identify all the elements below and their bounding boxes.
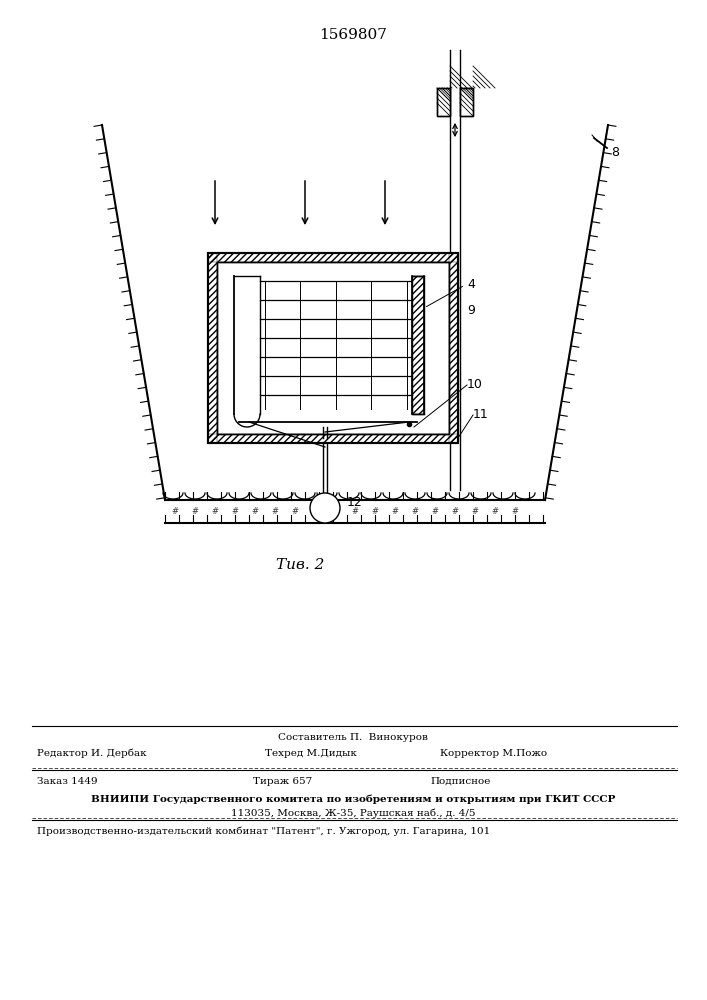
Text: Корректор М.Пожо: Корректор М.Пожо [440,749,547,758]
Text: #: # [511,506,518,516]
Text: #: # [271,506,279,516]
Text: #: # [392,506,399,516]
Text: ВНИИПИ Государственного комитета по изобретениям и открытиям при ГКИТ СССР: ВНИИПИ Государственного комитета по изоб… [90,794,615,804]
Bar [437,88,450,116]
Text: #: # [371,506,378,516]
Text: Техред М.Дидык: Техред М.Дидык [265,749,357,758]
Bar [208,253,458,443]
Text: 12: 12 [347,496,363,510]
Bar [437,88,450,116]
Bar [412,276,424,414]
Text: Производственно-издательский комбинат "Патент", г. Ужгород, ул. Гагарина, 101: Производственно-издательский комбинат "П… [37,827,490,836]
Bar [208,434,458,443]
Text: Составитель П.  Винокуров: Составитель П. Винокуров [278,733,428,742]
Text: #: # [431,506,438,516]
Text: 113035, Москва, Ж-35, Раушская наб., д. 4/5: 113035, Москва, Ж-35, Раушская наб., д. … [230,808,475,818]
Bar [217,262,449,434]
Bar [460,88,473,116]
Text: Подписное: Подписное [430,777,491,786]
Text: #: # [172,506,178,516]
Text: 10: 10 [467,378,483,391]
Text: #: # [411,506,419,516]
Bar [208,253,458,443]
Text: #: # [452,506,459,516]
Text: #: # [192,506,199,516]
Text: Τив. 2: Τив. 2 [276,558,325,572]
Text: #: # [312,506,318,516]
Text: #: # [252,506,259,516]
Text: 11: 11 [473,408,489,422]
Text: 4: 4 [467,278,475,292]
Text: #: # [351,506,358,516]
Text: 1569807: 1569807 [319,28,387,42]
Text: #: # [491,506,498,516]
Bar [460,88,473,116]
Text: #: # [211,506,218,516]
Bar [449,253,458,443]
Text: #: # [231,506,238,516]
Bar [208,253,217,443]
Text: 8: 8 [611,145,619,158]
Text: #: # [332,506,339,516]
Circle shape [310,493,340,523]
Text: Редактор И. Дербак: Редактор И. Дербак [37,749,146,758]
Text: Заказ 1449: Заказ 1449 [37,777,98,786]
Bar [217,262,449,434]
Text: #: # [472,506,479,516]
Text: Тираж 657: Тираж 657 [253,777,312,786]
Text: 9: 9 [467,304,475,316]
Bar [412,276,424,414]
Text: #: # [291,506,298,516]
Bar [208,253,458,262]
